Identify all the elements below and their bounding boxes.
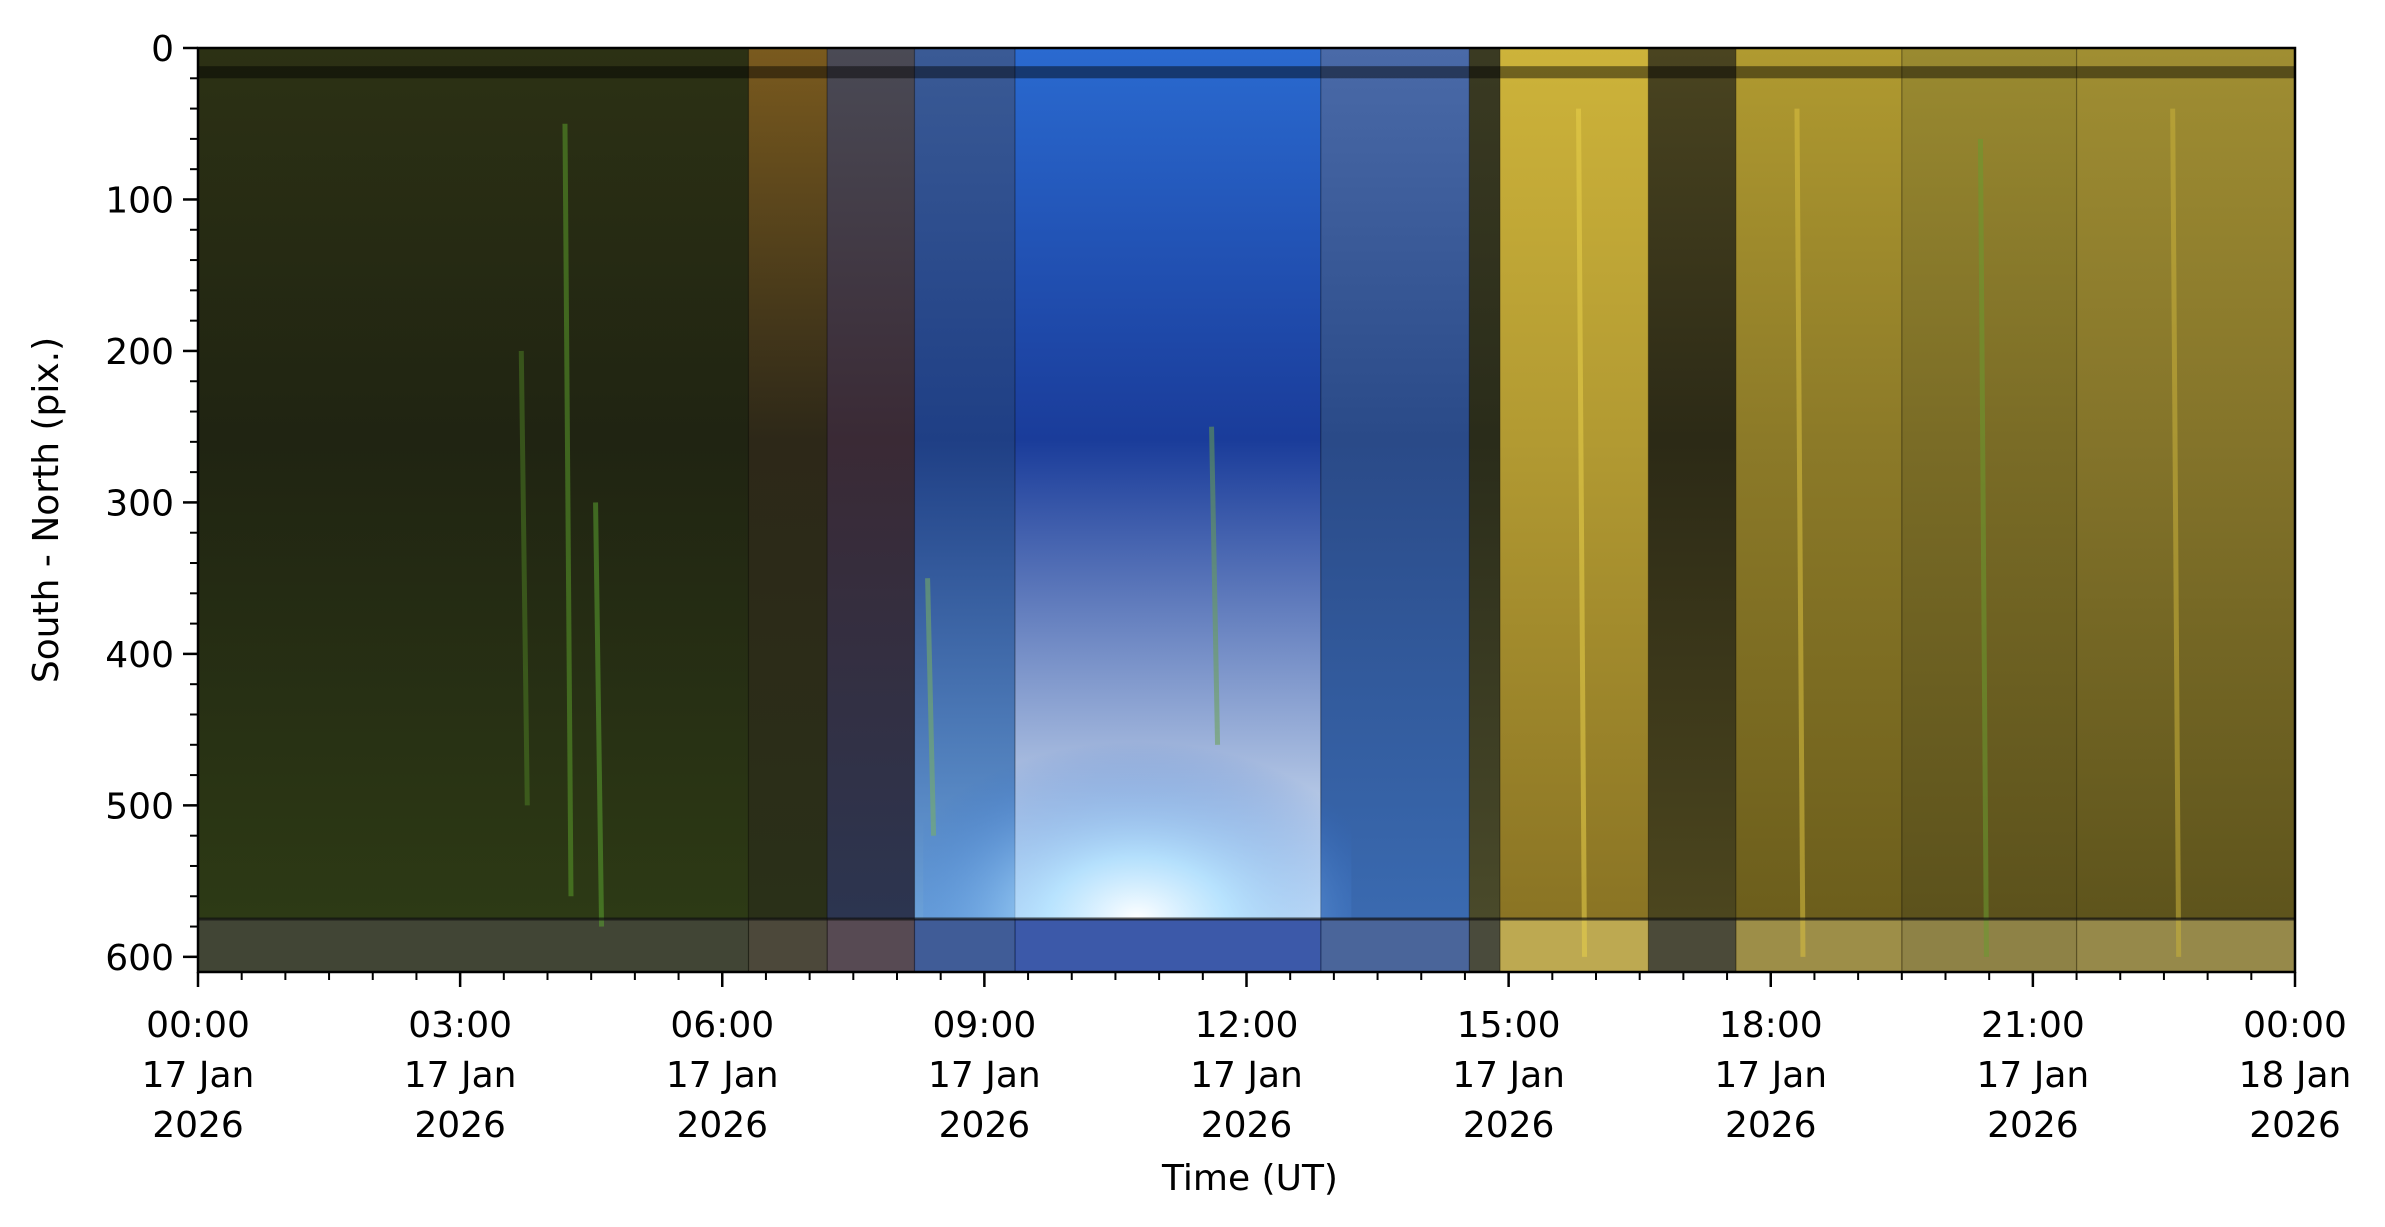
plot-area (198, 48, 2295, 972)
x-tick-label: 2026 (1201, 1105, 1293, 1146)
aurora-streak (1977, 138, 1989, 957)
x-tick-label: 2026 (1463, 1105, 1555, 1146)
below-horizon-band (748, 918, 828, 972)
y-axis-label: South - North (pix.) (26, 337, 67, 683)
below-horizon-band (1648, 918, 1737, 972)
x-tick-label: 17 Jan (142, 1055, 255, 1096)
aurora-streak (518, 350, 530, 806)
x-axis: 00:00 17 Jan 2026 03:00 17 Jan 2026 06:00 17 Ja… (142, 972, 2352, 1146)
keogram-band (748, 48, 828, 919)
x-tick-label: 2026 (1987, 1105, 2079, 1146)
below-horizon-band (1735, 918, 1903, 972)
x-tick-label: 17 Jan (666, 1055, 779, 1096)
x-tick-label: 17 Jan (1452, 1055, 1565, 1096)
x-tick-label: 2026 (414, 1105, 506, 1146)
x-tick-label: 17 Jan (1714, 1055, 1827, 1096)
y-tick-label: 400 (105, 635, 174, 676)
below-horizon-band (1469, 918, 1501, 972)
below-horizon-band (914, 918, 1016, 972)
keogram-band (1499, 48, 1650, 919)
below-horizon-band (827, 918, 916, 972)
below-horizon-band (1320, 918, 1470, 972)
x-tick-label: 2026 (676, 1105, 768, 1146)
aurora-streak (593, 502, 605, 927)
keogram-band (198, 48, 750, 919)
top-artifact-band (198, 66, 2295, 79)
x-tick-label: 17 Jan (1190, 1055, 1303, 1096)
keogram-band (1648, 48, 1737, 919)
keogram-band (1469, 48, 1501, 919)
x-tick-label: 18 Jan (2239, 1055, 2352, 1096)
x-tick-label: 17 Jan (928, 1055, 1041, 1096)
x-tick-label: 06:00 (670, 1005, 774, 1046)
keogram-band (1735, 48, 1903, 919)
x-tick-label: 03:00 (408, 1005, 512, 1046)
x-tick-label: 2026 (2249, 1105, 2341, 1146)
y-tick-label: 500 (105, 786, 174, 827)
below-horizon-band (1901, 918, 2078, 972)
y-tick-label: 200 (105, 332, 174, 373)
y-tick-label: 100 (105, 180, 174, 221)
daylight-glow (923, 623, 1352, 919)
below-horizon-band (1014, 918, 1322, 972)
x-tick-label: 17 Jan (404, 1055, 517, 1096)
x-axis-label: Time (UT) (1161, 1158, 1338, 1199)
below-horizon-band (2076, 918, 2295, 972)
aurora-streak (1576, 108, 1588, 957)
x-tick-label: 00:00 (2243, 1005, 2347, 1046)
y-tick-label: 600 (105, 938, 174, 979)
x-tick-label: 2026 (939, 1105, 1031, 1146)
x-tick-label: 2026 (1725, 1105, 1817, 1146)
x-tick-label: 2026 (152, 1105, 244, 1146)
x-tick-label: 09:00 (933, 1005, 1037, 1046)
aurora-streak (925, 578, 937, 836)
below-horizon-band (198, 918, 750, 972)
x-tick-label: 12:00 (1195, 1005, 1299, 1046)
x-tick-label: 21:00 (1981, 1005, 2085, 1046)
x-tick-label: 15:00 (1457, 1005, 1561, 1046)
x-tick-label: 17 Jan (1977, 1055, 2090, 1096)
y-tick-label: 0 (151, 29, 174, 70)
aurora-streak (562, 123, 574, 897)
y-tick-label: 300 (105, 483, 174, 524)
aurora-streak (1794, 108, 1806, 957)
aurora-streak (1209, 426, 1221, 745)
keogram-band (2076, 48, 2295, 919)
y-axis: 0 100 200 300 400 500 600 (105, 29, 198, 979)
below-horizon-band (1499, 918, 1650, 972)
keogram-band (827, 48, 916, 919)
keogram-band (1901, 48, 2078, 919)
aurora-streak (2170, 108, 2182, 957)
x-tick-label: 00:00 (146, 1005, 250, 1046)
x-tick-label: 18:00 (1719, 1005, 1823, 1046)
